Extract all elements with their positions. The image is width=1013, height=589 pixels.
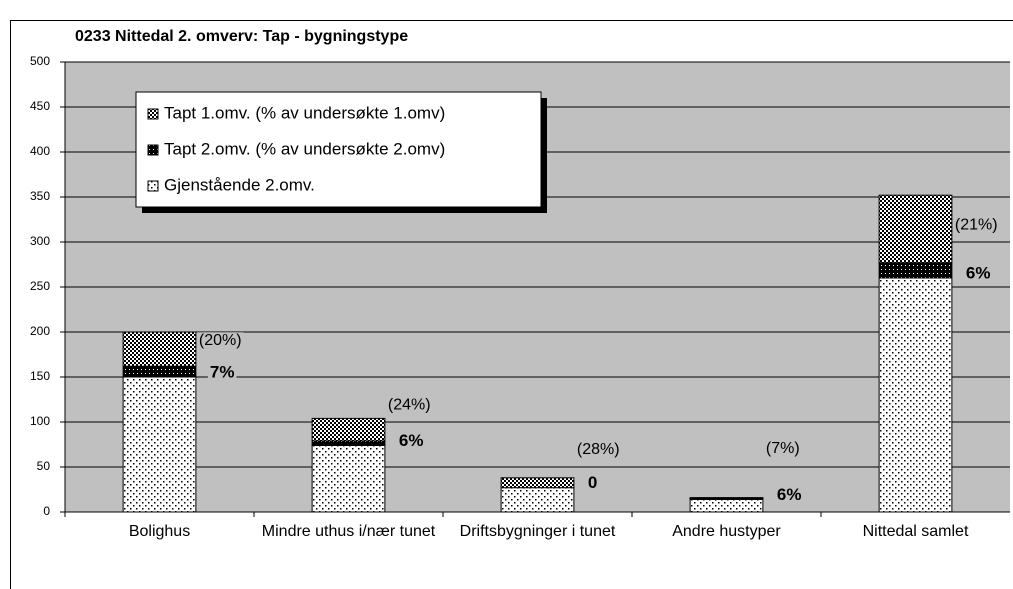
data-label: 0: [588, 473, 597, 492]
y-tick-label: 50: [37, 459, 51, 473]
y-tick-label: 400: [30, 144, 50, 158]
y-tick-label: 150: [30, 369, 50, 383]
legend-label: Gjenstående 2.omv.: [164, 175, 315, 194]
label-bg: [385, 396, 433, 414]
label-line: Andre hustyper: [672, 523, 781, 540]
data-label: (7%): [766, 440, 800, 457]
x-tick-label: Mindre uthus i/nær tunet: [262, 523, 436, 540]
label-bg: [574, 441, 622, 459]
bar-segment: [878, 194, 953, 264]
data-label: (28%): [577, 441, 620, 458]
data-label: (20%): [199, 332, 242, 349]
label-line: Bolighus: [129, 523, 190, 540]
y-tick-label: 500: [30, 54, 50, 68]
data-label: (24%): [388, 397, 431, 414]
bar-segment: [122, 376, 197, 513]
bar-segment: [311, 440, 386, 446]
label-line: Nittedal samlet: [863, 523, 969, 540]
legend-label: Tapt 1.omv. (% av undersøkte 1.omv): [164, 103, 445, 122]
bar-segment: [878, 277, 953, 513]
y-tick-label: 350: [30, 189, 50, 203]
x-tick-label: Bolighus: [129, 523, 190, 540]
y-tick-label: 100: [30, 414, 50, 428]
bar-segment: [689, 497, 764, 500]
data-label: 6%: [777, 485, 802, 504]
y-tick-label: 200: [30, 324, 50, 338]
label-bg: [585, 473, 600, 493]
x-tick-label: Driftsbygninger i tunet: [460, 523, 616, 540]
x-tick-label: Andre hustyper: [672, 523, 781, 540]
legend-label: Tapt 2.omv. (% av undersøkte 2.omv): [164, 139, 445, 158]
legend-swatch: [147, 144, 159, 156]
bar-segment: [500, 477, 575, 489]
x-tick-label: Nittedal samlet: [863, 523, 969, 540]
label-bg: [207, 362, 237, 382]
y-tick-label: 300: [30, 234, 50, 248]
bar-segment: [689, 498, 764, 513]
label-line: Mindre uthus i/nær tunet: [262, 523, 436, 540]
data-label: (21%): [955, 216, 998, 233]
data-label: 6%: [399, 431, 424, 450]
bar-segment: [122, 365, 197, 378]
y-tick-label: 250: [30, 279, 50, 293]
label-line: Driftsbygninger i tunet: [460, 523, 616, 540]
bar-segment: [878, 262, 953, 279]
y-tick-label: 450: [30, 99, 50, 113]
bar-segment: [500, 487, 575, 513]
label-bg: [763, 439, 802, 457]
legend-swatch: [147, 108, 159, 120]
bar-segment: [311, 417, 386, 442]
bar-segment: [311, 444, 386, 513]
label-bg: [196, 332, 244, 350]
label-bg: [774, 484, 804, 504]
data-label: 7%: [210, 362, 235, 381]
legend: [135, 91, 542, 208]
label-bg: [952, 216, 1000, 234]
label-bg: [963, 263, 993, 283]
y-tick-label: 0: [43, 504, 50, 518]
legend-swatch: [147, 180, 159, 192]
bar-segment: [122, 331, 197, 367]
label-bg: [396, 430, 426, 450]
data-label: 6%: [966, 263, 991, 282]
chart-title: 0233 Nittedal 2. omverv: Tap - bygningst…: [75, 28, 408, 45]
